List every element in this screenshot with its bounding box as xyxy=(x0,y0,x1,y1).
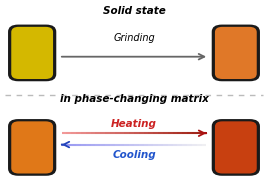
Text: Solid state: Solid state xyxy=(103,6,165,16)
Text: in phase-changing matrix: in phase-changing matrix xyxy=(59,94,209,104)
FancyBboxPatch shape xyxy=(8,25,56,81)
Text: Grinding: Grinding xyxy=(113,33,155,43)
FancyBboxPatch shape xyxy=(11,121,53,174)
FancyBboxPatch shape xyxy=(8,119,56,176)
FancyBboxPatch shape xyxy=(215,27,257,79)
FancyBboxPatch shape xyxy=(212,119,260,176)
FancyBboxPatch shape xyxy=(11,27,53,79)
FancyBboxPatch shape xyxy=(212,25,260,81)
Text: Cooling: Cooling xyxy=(112,150,156,160)
Text: Heating: Heating xyxy=(111,119,157,129)
FancyBboxPatch shape xyxy=(215,121,257,174)
